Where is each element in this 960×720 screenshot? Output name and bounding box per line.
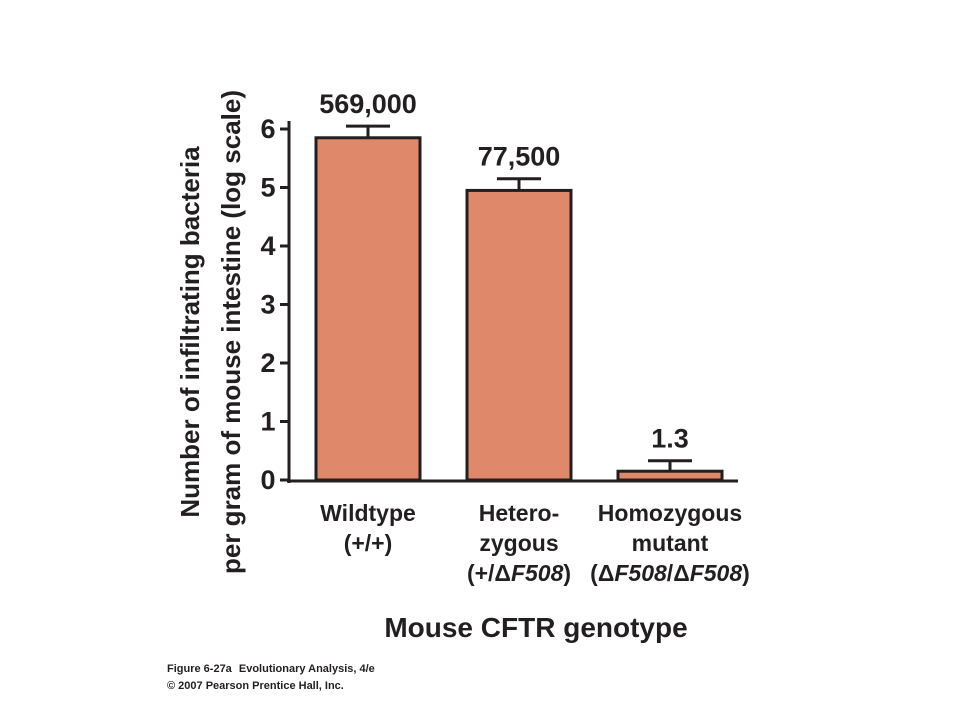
y-axis-ticks: 0 1 2 3 4 5 6 bbox=[260, 114, 289, 495]
y-tick-label: 1 bbox=[260, 407, 275, 437]
data-label: 1.3 bbox=[651, 424, 689, 454]
x-axis-title: Mouse CFTR genotype bbox=[384, 612, 687, 643]
category-labels: Wildtype (+/+) Hetero-zygous (+/ΔF508)Homoz… bbox=[320, 500, 750, 586]
data-label: 569,000 bbox=[319, 89, 417, 119]
y-axis-title-line-1: Number of infiltrating bacteria bbox=[175, 146, 205, 518]
figure-caption: Figure 6-27a Evolutionary Analysis, 4/e bbox=[167, 663, 375, 675]
bar bbox=[314, 136, 422, 482]
y-tick-label: 2 bbox=[260, 348, 275, 378]
y-axis-title: Number of infiltrating bacteria per gram… bbox=[175, 90, 246, 574]
book-title: Evolutionary Analysis, 4/e bbox=[238, 663, 375, 675]
bar bbox=[616, 469, 724, 482]
y-tick-label: 4 bbox=[260, 231, 275, 261]
category-label: Hetero-zygous (+/ΔF508) bbox=[467, 500, 571, 586]
y-tick-label: 5 bbox=[260, 173, 275, 203]
y-tick-label: 0 bbox=[260, 465, 275, 495]
data-labels: 569,000 77,500 1.3 bbox=[319, 89, 689, 454]
y-tick-label: 6 bbox=[260, 114, 275, 144]
figure-number: Figure 6-27a bbox=[167, 663, 232, 675]
category-label: Homozygous mutant (ΔF508/ΔF508) bbox=[590, 500, 750, 586]
bar bbox=[465, 188, 573, 482]
category-label: Wildtype (+/+) bbox=[320, 500, 416, 556]
data-label: 77,500 bbox=[478, 142, 561, 172]
bars bbox=[314, 136, 724, 482]
copyright-notice: © 2007 Pearson Prentice Hall, Inc. bbox=[167, 680, 344, 692]
y-axis-title-line-2: per gram of mouse intestine (log scale) bbox=[216, 90, 246, 574]
error-bars bbox=[346, 124, 692, 472]
y-tick-label: 3 bbox=[260, 290, 275, 320]
